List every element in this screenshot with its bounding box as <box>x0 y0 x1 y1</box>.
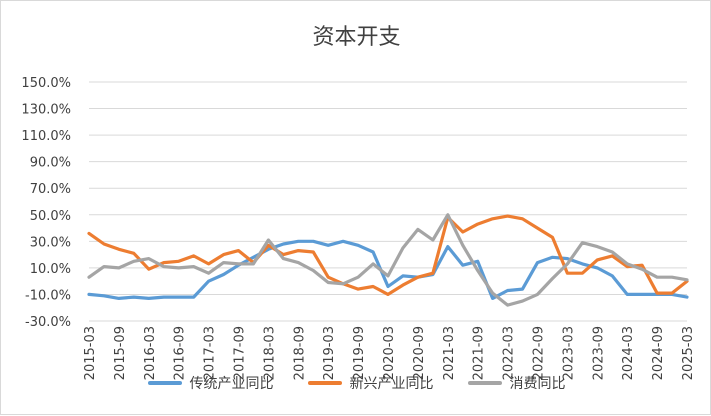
y-tick-label: 90.0% <box>30 156 71 171</box>
x-tick-label: 2023-03 <box>561 326 576 380</box>
x-tick-label: 2021-03 <box>442 326 457 380</box>
x-tick-label: 2016-09 <box>173 326 188 380</box>
x-tick-label: 2019-09 <box>352 326 367 380</box>
y-tick-label: -10.0% <box>25 288 71 303</box>
x-tick-label: 2023-09 <box>591 326 606 380</box>
chart-title: 资本开支 <box>312 25 401 50</box>
x-tick-label: 2024-03 <box>621 326 636 380</box>
x-tick-label: 2024-09 <box>651 326 666 380</box>
legend-swatch-emerging <box>307 381 342 385</box>
x-tick-label: 2018-09 <box>292 326 307 380</box>
x-tick-label: 2017-09 <box>233 326 248 380</box>
x-tick-label: 2021-09 <box>472 326 487 380</box>
x-tick-label: 2022-09 <box>532 326 547 380</box>
x-tick-label: 2017-03 <box>203 326 218 380</box>
x-tick-label: 2015-03 <box>83 326 98 380</box>
legend-item-traditional: 传统产业同比 <box>147 373 274 393</box>
legend-label-emerging: 新兴产业同比 <box>349 376 434 392</box>
x-tick-label: 2025-03 <box>681 326 696 380</box>
legend-swatch-consumption <box>467 381 502 385</box>
y-tick-label: 50.0% <box>30 209 71 224</box>
series-line-1 <box>87 214 689 296</box>
x-tick-label: 2022-03 <box>502 326 517 380</box>
y-tick-label: 70.0% <box>30 182 71 197</box>
legend: 传统产业同比 新兴产业同比 消费同比 <box>1 373 711 393</box>
legend-swatch-traditional <box>147 381 182 385</box>
x-tick-label: 2020-03 <box>382 326 397 380</box>
x-tick-label: 2020-09 <box>412 326 427 380</box>
legend-label-traditional: 传统产业同比 <box>189 376 274 392</box>
series-line-0 <box>87 239 689 300</box>
x-tick-label: 2019-03 <box>322 326 337 380</box>
y-tick-label: 150.0% <box>21 76 71 91</box>
y-tick-label: 110.0% <box>21 129 71 144</box>
legend-label-consumption: 消费同比 <box>509 376 566 392</box>
y-tick-label: -30.0% <box>25 315 71 330</box>
legend-item-consumption: 消费同比 <box>467 373 566 393</box>
x-tick-label: 2016-03 <box>143 326 158 380</box>
x-tick-label: 2018-03 <box>262 326 277 380</box>
y-tick-label: 30.0% <box>30 235 71 250</box>
legend-item-emerging: 新兴产业同比 <box>307 373 434 393</box>
y-tick-label: 10.0% <box>30 262 71 277</box>
y-tick-label: 130.0% <box>21 103 71 118</box>
x-tick-label: 2015-09 <box>113 326 128 380</box>
series-line-2 <box>87 213 689 307</box>
